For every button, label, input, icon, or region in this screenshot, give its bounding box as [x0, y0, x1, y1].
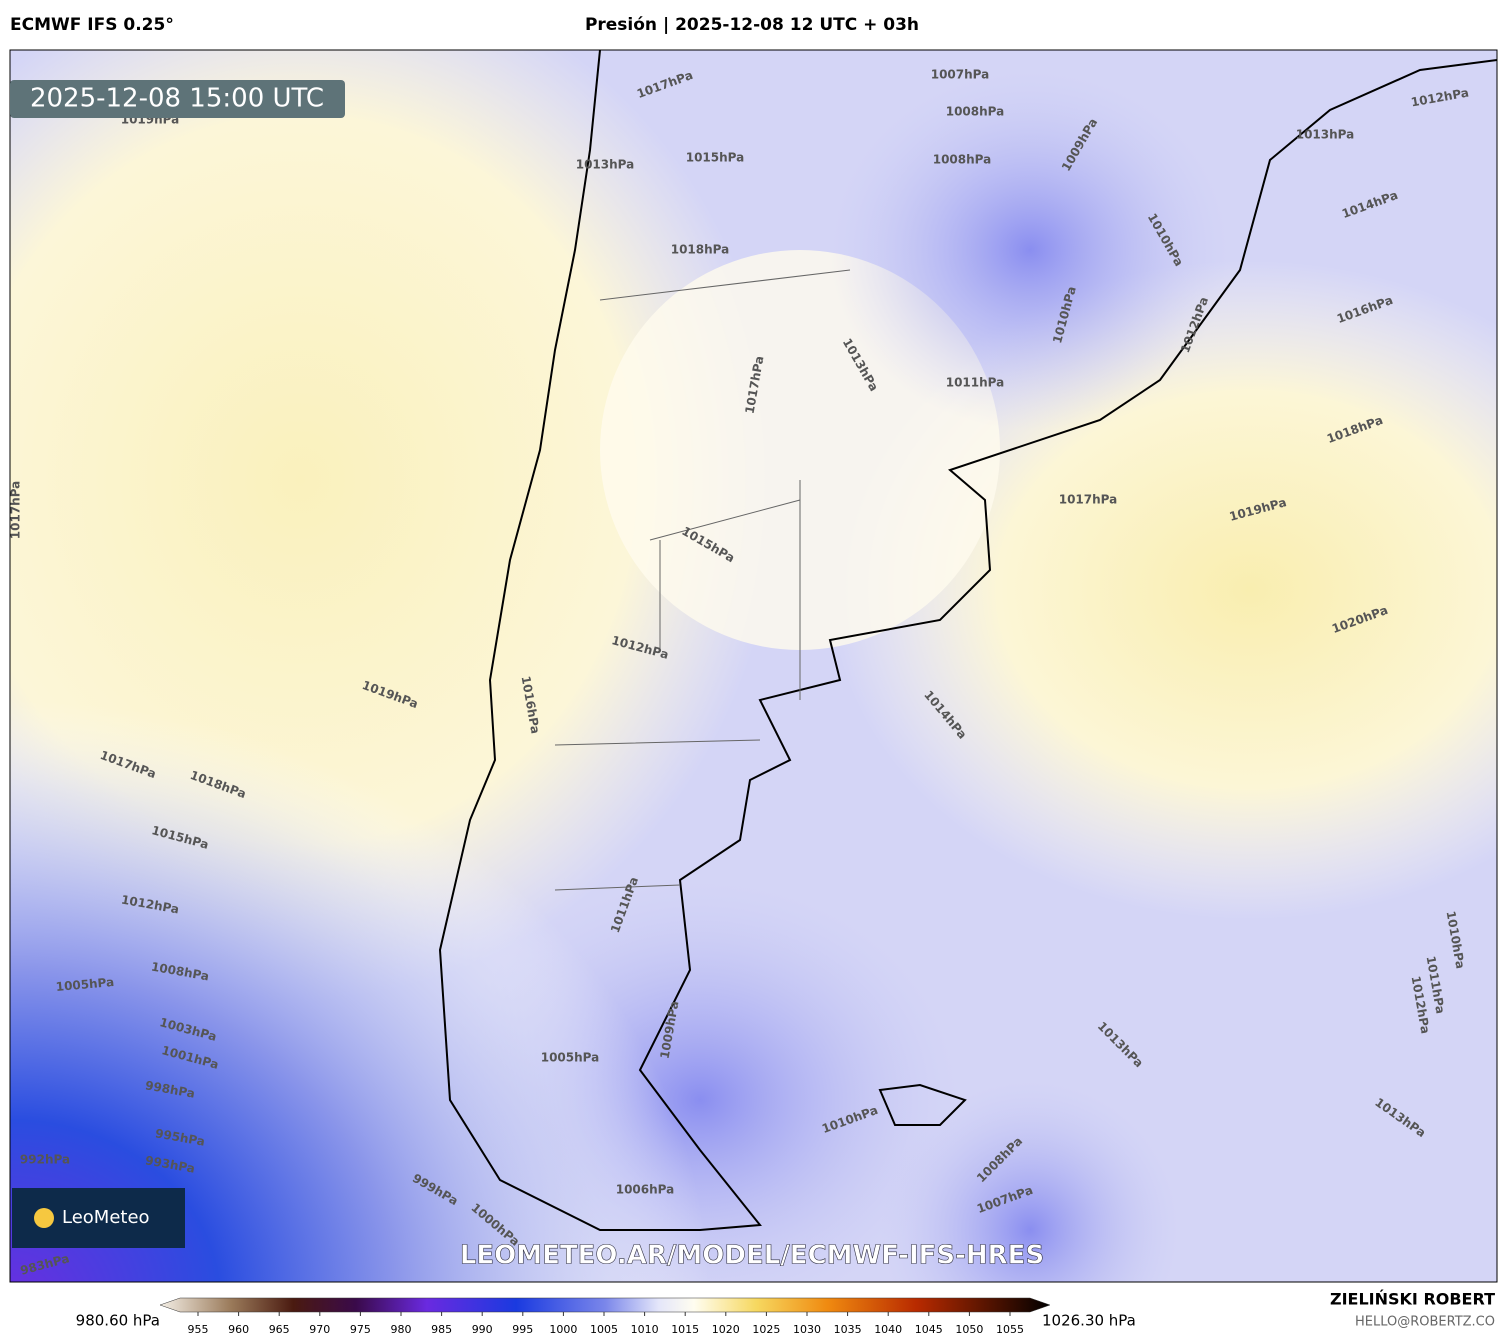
- email: HELLO@ROBERTZ.CO: [1355, 1315, 1495, 1330]
- contour-label: 1017hPa: [1059, 493, 1118, 507]
- watermark: LEOMETEO.AR/MODEL/ECMWF-IFS-HRES: [460, 1241, 1044, 1271]
- colorbar-tick-label: 1040: [874, 1323, 902, 1336]
- colorbar-min: 980.60 hPa: [76, 1312, 160, 1330]
- colorbar-tick-label: 955: [188, 1323, 209, 1336]
- colorbar-tick-label: 990: [472, 1323, 493, 1336]
- low-pressure-sea: [880, 1080, 1180, 1282]
- colorbar-tick-label: 1000: [549, 1323, 577, 1336]
- colorbar-tick-label: 1020: [712, 1323, 740, 1336]
- colorbar-tick-label: 1010: [631, 1323, 659, 1336]
- colorbar-max: 1026.30 hPa: [1042, 1312, 1136, 1330]
- colorbar-tick-label: 965: [269, 1323, 290, 1336]
- colorbar-tick-label: 980: [391, 1323, 412, 1336]
- contour-label: 1007hPa: [931, 68, 990, 82]
- logo-sun: [34, 1208, 54, 1228]
- logo: LeoMeteo: [62, 1207, 150, 1228]
- colorbar-tick-label: 1035: [834, 1323, 862, 1336]
- colorbar-tick-label: 1015: [671, 1323, 699, 1336]
- colorbar-tick-label: 1005: [590, 1323, 618, 1336]
- colorbar-tick-label: 1030: [793, 1323, 821, 1336]
- timestamp-badge: [10, 80, 345, 118]
- contour-label: 1006hPa: [616, 1183, 675, 1197]
- contour-label: 1011hPa: [946, 376, 1005, 390]
- colorbar-tick-label: 1050: [955, 1323, 983, 1336]
- map-frame: [9, 49, 1498, 1283]
- contour-label: 1008hPa: [946, 105, 1005, 119]
- colorbar-tick-label: 960: [228, 1323, 249, 1336]
- contour-label: 1005hPa: [541, 1051, 600, 1065]
- map-title: Presión | 2025-12-08 12 UTC + 03h: [585, 15, 919, 35]
- falkland-islands: [878, 1083, 967, 1126]
- contour-label: 1015hPa: [686, 151, 745, 165]
- deep-low-southwest: [10, 700, 710, 1282]
- colorbar-tick-label: 1045: [915, 1323, 943, 1336]
- contour-label: 1017hPa: [9, 481, 23, 540]
- timestamp: 2025-12-08 15:00 UTC: [30, 84, 324, 114]
- low-pressure-north: [830, 70, 1230, 430]
- contour-label: 1005hPa: [55, 975, 115, 994]
- model-name: ECMWF IFS 0.25°: [10, 15, 174, 35]
- colorbar-tick-label: 995: [512, 1323, 533, 1336]
- colorbar-tick-label: 1025: [752, 1323, 780, 1336]
- contour-label: 1008hPa: [933, 153, 992, 167]
- colorbar-tick-label: 1055: [996, 1323, 1024, 1336]
- borders: [554, 269, 851, 891]
- contour-label: 992hPa: [20, 1153, 70, 1167]
- colorbar-tick-label: 985: [431, 1323, 452, 1336]
- colorbar-tick-label: 970: [309, 1323, 330, 1336]
- contour-label: 1013hPa: [576, 158, 635, 172]
- author: ZIELIŃSKI ROBERT: [1330, 1290, 1495, 1309]
- colorbar: [159, 1297, 1051, 1313]
- colorbar-tick-label: 975: [350, 1323, 371, 1336]
- contour-label: 1013hPa: [1296, 128, 1355, 142]
- coastline: [438, 50, 1497, 1231]
- colorbar-ticks: 955 960 965 970 975 980 985 990 995 1000 1005 1010 1…: [188, 1312, 1024, 1336]
- contour-label: 1018hPa: [671, 243, 730, 257]
